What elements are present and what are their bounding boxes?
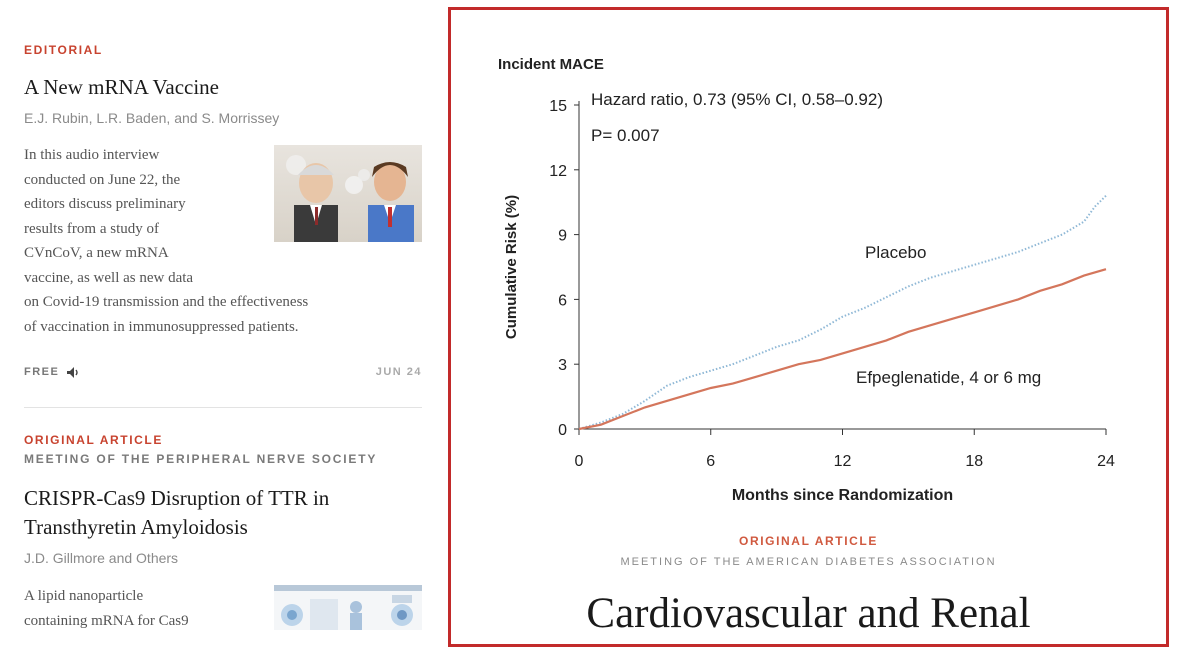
p-value-annotation: P= 0.007: [591, 126, 660, 145]
article-thumbnail[interactable]: [274, 585, 422, 630]
hazard-ratio-annotation: Hazard ratio, 0.73 (95% CI, 0.58–0.92): [591, 90, 883, 109]
summary-line: containing mRNA for Cas9: [24, 612, 189, 629]
x-tick-label: 12: [834, 453, 852, 470]
divider: [24, 407, 422, 408]
chart-title: Incident MACE: [498, 56, 604, 73]
y-tick-label: 9: [558, 228, 567, 245]
left-feed: EDITORIAL A New mRNA Vaccine E.J. Rubin,…: [24, 0, 424, 630]
summary-line: editors discuss preliminary: [24, 196, 186, 212]
article-kicker[interactable]: ORIGINAL ARTICLE: [24, 433, 163, 447]
article-meta: FREE JUN 24: [24, 366, 422, 378]
summary-line: vaccine, as well as new data: [24, 269, 194, 286]
article-thumbnail[interactable]: [274, 145, 422, 242]
x-tick-label: 0: [575, 453, 584, 470]
speaker-icon[interactable]: [67, 366, 80, 378]
article-subkicker: MEETING OF THE PERIPHERAL NERVE SOCIETY: [24, 452, 378, 466]
x-axis-label: Months since Randomization: [732, 487, 953, 504]
y-tick-label: 0: [558, 422, 567, 439]
title-line: Transthyretin Amyloidosis: [24, 515, 248, 539]
summary-line: CVnCoV, a new mRNA: [24, 245, 169, 261]
featured-article-card[interactable]: Incident MACE 0 3 6 9 12 15 0 6 12 18 24 Months sinc…: [448, 7, 1169, 647]
summary-line: on Covid-19 transmission and the effecti…: [24, 294, 309, 310]
x-tick-label: 18: [965, 453, 983, 470]
article-summary: A lipid nanoparticle containing mRNA for…: [24, 584, 264, 633]
featured-kicker[interactable]: ORIGINAL ARTICLE: [739, 534, 878, 548]
summary-line: results from a study of: [24, 220, 159, 237]
summary-line: In this audio interview: [24, 147, 160, 163]
efpeglenatide-curve: [578, 268, 1107, 431]
article-authors: E.J. Rubin, L.R. Baden, and S. Morrissey: [24, 110, 280, 126]
article-summary: In this audio interview conducted on Jun…: [24, 143, 424, 339]
featured-title[interactable]: Cardiovascular and Renal: [586, 590, 1031, 637]
article-title[interactable]: CRISPR-Cas9 Disruption of TTR in Transth…: [24, 484, 329, 542]
summary-line: conducted on June 22, the: [24, 171, 181, 188]
efpeglenatide-series-label: Efpeglenatide, 4 or 6 mg: [856, 368, 1041, 387]
y-tick-label: 12: [549, 163, 567, 180]
placebo-curve: [578, 194, 1107, 430]
summary-line: of vaccination in immunosuppressed patie…: [24, 318, 299, 335]
article-authors: J.D. Gillmore and Others: [24, 550, 179, 566]
summary-line: A lipid nanoparticle: [24, 588, 144, 604]
access-badge: FREE: [24, 366, 60, 378]
y-axis-label: Cumulative Risk (%): [503, 195, 520, 339]
article-title[interactable]: A New mRNA Vaccine: [24, 75, 219, 99]
x-tick-label: 24: [1097, 453, 1115, 470]
article-date: JUN 24: [375, 366, 422, 378]
y-tick-label: 15: [549, 98, 567, 115]
title-line: CRISPR-Cas9 Disruption of TTR in: [24, 486, 330, 510]
y-tick-label: 6: [558, 292, 567, 309]
article-kicker[interactable]: EDITORIAL: [24, 43, 103, 57]
y-tick-label: 3: [558, 357, 567, 374]
placebo-series-label: Placebo: [865, 243, 926, 262]
kaplan-meier-chart: Incident MACE 0 3 6 9 12 15 0 6 12 18 24 Months sinc…: [498, 56, 1115, 504]
featured-subkicker: MEETING OF THE AMERICAN DIABETES ASSOCIA…: [620, 556, 997, 568]
x-tick-label: 6: [706, 453, 715, 470]
